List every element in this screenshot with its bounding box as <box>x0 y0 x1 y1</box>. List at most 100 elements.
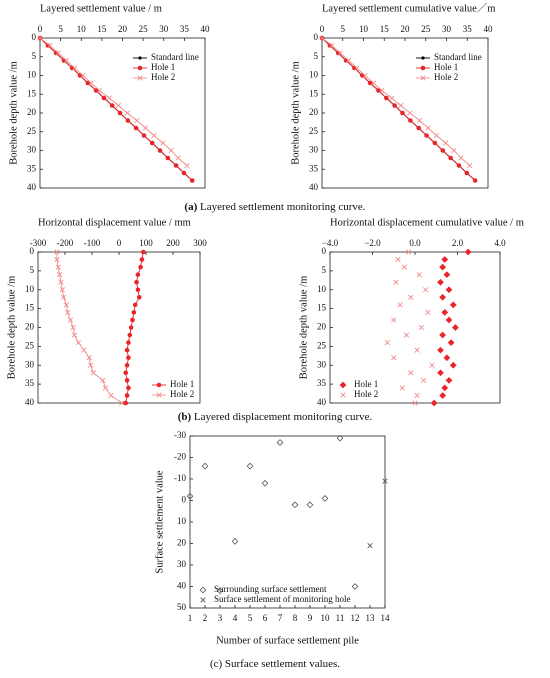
marker <box>337 50 343 56</box>
caption: (c) Surface settlement values. <box>210 658 340 670</box>
marker <box>59 287 65 293</box>
marker <box>55 264 61 270</box>
marker <box>72 65 78 71</box>
x-axis-label: Layered settlement value / m <box>40 3 162 14</box>
marker <box>165 155 171 161</box>
marker <box>437 369 444 377</box>
y-tick-label: 35 <box>317 378 327 388</box>
x-tick-label: 7 <box>278 613 283 623</box>
x-tick-label: 100 <box>139 238 153 248</box>
marker <box>131 310 137 315</box>
marker <box>391 355 397 361</box>
marker <box>139 257 145 262</box>
marker <box>186 492 194 500</box>
x-tick-label: 0 <box>38 24 43 34</box>
x-axis-label: Layered settlement cumulative value／m <box>322 2 495 14</box>
marker <box>133 125 139 131</box>
marker <box>189 178 195 183</box>
y-tick-label: 10 <box>25 284 35 294</box>
y-tick-label: 20 <box>177 538 187 548</box>
legend-marker <box>137 75 143 81</box>
legend-label: Hole 2 <box>151 72 175 82</box>
y-tick-label: 15 <box>309 88 319 98</box>
caption-label: (a) <box>184 201 197 213</box>
marker <box>437 278 444 286</box>
y-tick-label: 40 <box>27 182 37 192</box>
marker <box>412 400 418 406</box>
y-axis-label: Borehole depth value /m <box>6 276 17 380</box>
y-tick-label: -10 <box>174 473 186 483</box>
legend-marker <box>421 56 425 60</box>
marker <box>440 148 446 153</box>
marker <box>201 462 209 470</box>
marker <box>55 50 61 56</box>
y-tick-label: -30 <box>174 430 186 440</box>
x-axis-label: Number of surface settlement pile <box>216 635 359 646</box>
marker <box>464 248 472 256</box>
marker <box>96 87 103 94</box>
marker <box>149 140 155 146</box>
legend-marker <box>138 56 142 60</box>
x-tick-label: 3 <box>218 613 223 623</box>
marker <box>70 324 76 331</box>
y-tick-label: 25 <box>317 340 327 350</box>
y-tick-label: 5 <box>30 265 35 275</box>
marker <box>362 72 368 79</box>
y-tick-label: 30 <box>25 359 35 369</box>
marker <box>449 301 457 309</box>
marker <box>184 162 190 169</box>
x-tick-label: 1 <box>188 613 193 623</box>
marker <box>433 132 440 139</box>
marker <box>71 332 78 338</box>
legend-marker <box>200 597 206 603</box>
marker <box>445 316 453 324</box>
marker <box>416 117 423 124</box>
marker <box>80 72 86 79</box>
x-tick-label: 8 <box>293 613 298 623</box>
marker <box>47 42 53 49</box>
y-tick-label: 30 <box>309 145 319 155</box>
marker <box>123 370 129 376</box>
marker <box>63 302 69 308</box>
caption: (a) Layered settlement monitoring curve. <box>184 201 365 213</box>
legend-marker <box>420 65 426 71</box>
marker <box>119 400 125 406</box>
legend-label: Hole 2 <box>354 389 378 399</box>
marker <box>63 57 70 64</box>
marker <box>425 309 431 316</box>
legend-marker <box>420 75 426 81</box>
marker <box>382 478 388 484</box>
x-tick-label: 0 <box>320 24 325 34</box>
x-tick-label: 40 <box>484 24 494 34</box>
marker <box>135 287 141 293</box>
x-tick-label: 20 <box>118 24 128 34</box>
marker <box>124 393 130 398</box>
marker <box>458 155 464 161</box>
marker <box>370 80 377 86</box>
marker <box>379 87 385 94</box>
legend-label: Surrounding surface settlement <box>214 584 327 594</box>
marker <box>101 95 107 101</box>
marker <box>102 385 109 391</box>
x-tick-label: 35 <box>180 24 190 34</box>
marker <box>354 65 360 71</box>
y-tick-label: 0 <box>32 32 37 42</box>
y-tick-label: 15 <box>27 88 37 98</box>
legend-label: Standard line <box>151 52 199 62</box>
marker <box>181 170 187 176</box>
marker <box>141 249 146 255</box>
marker <box>445 376 453 384</box>
marker <box>447 339 455 346</box>
marker <box>401 264 407 270</box>
x-tick-label: 25 <box>139 24 149 34</box>
marker <box>418 324 424 331</box>
x-tick-label: 13 <box>366 613 376 623</box>
plot-frame <box>189 435 386 609</box>
legend-label: Surface settlement of monitoring hole <box>214 594 350 604</box>
y-tick-label: 5 <box>32 51 37 61</box>
marker <box>54 256 60 263</box>
chart: -300 -200 -100 0 100 200 300 0 5 10 15 20 25 30 35 40 Ho… <box>6 217 207 407</box>
marker <box>336 434 344 442</box>
x-tick-label: 10 <box>321 613 331 623</box>
marker <box>231 537 239 545</box>
